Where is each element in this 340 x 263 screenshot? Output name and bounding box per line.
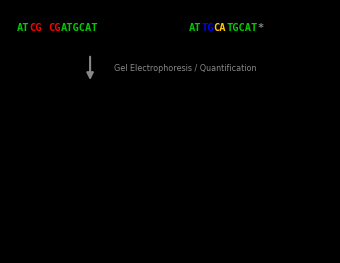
Text: ATGCAT: ATGCAT: [61, 23, 98, 33]
Text: TGCAT: TGCAT: [226, 23, 257, 33]
Text: Gel Electrophoresis / Quantification: Gel Electrophoresis / Quantification: [114, 64, 256, 73]
Text: TG: TG: [201, 23, 214, 33]
Text: CG: CG: [30, 23, 42, 33]
Text: CG: CG: [48, 23, 61, 33]
Text: *: *: [257, 23, 264, 33]
Text: AT: AT: [17, 23, 30, 33]
Text: CA: CA: [214, 23, 226, 33]
Text: AT: AT: [189, 23, 201, 33]
